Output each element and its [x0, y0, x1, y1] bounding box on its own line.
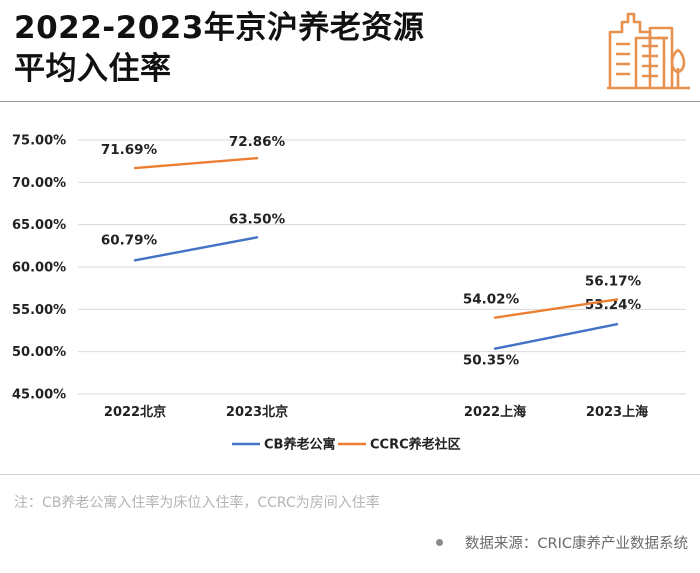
data-label: 60.79% [101, 232, 158, 248]
y-tick-label: 45.00% [12, 388, 66, 403]
data-source-text: 数据来源：CRIC康养产业数据系统 [464, 536, 688, 552]
x-tick-label: 2022上海 [464, 404, 526, 420]
footnote: 注：CB养老公寓入住率为床位入住率，CCRC为房间入住率 [14, 495, 380, 511]
y-tick-label: 70.00% [12, 176, 66, 191]
line-chart: 75.00% 70.00% 65.00% 60.00% 55.00% 50.00% 45.0… [12, 134, 686, 453]
y-tick-label: 75.00% [12, 134, 66, 149]
y-tick-label: 50.00% [12, 345, 66, 360]
x-tick-label: 2023上海 [586, 404, 648, 420]
x-tick-label: 2023北京 [226, 404, 288, 420]
chart-title: 2022-2023年京沪养老资源 平均入住率 [14, 8, 424, 90]
data-source: 数据来源：CRIC康养产业数据系统 [435, 532, 688, 553]
x-tick-label: 2022北京 [104, 404, 166, 420]
legend-label: CCRC养老社区 [370, 437, 461, 453]
data-label: 56.17% [585, 273, 642, 289]
title-line-2: 平均入住率 [14, 51, 172, 87]
y-tick-label: 55.00% [12, 303, 66, 318]
data-label: 72.86% [229, 134, 286, 150]
title-line-1: 2022-2023年京沪养老资源 [14, 10, 425, 46]
series-line [133, 236, 259, 262]
bullet-dot [435, 539, 443, 546]
series-line [133, 156, 259, 170]
series-line [493, 298, 619, 319]
legend-label: CB养老公寓 [264, 437, 335, 453]
data-label: 54.02% [463, 292, 520, 308]
data-label: 63.50% [229, 211, 286, 227]
data-label: 71.69% [101, 142, 158, 158]
footer-divider [0, 474, 700, 475]
series-line [493, 323, 619, 350]
y-tick-label: 65.00% [12, 218, 66, 233]
building-icon [607, 12, 690, 90]
y-tick-label: 60.00% [12, 261, 66, 276]
title-divider [0, 101, 700, 102]
data-label: 50.35% [463, 353, 520, 369]
